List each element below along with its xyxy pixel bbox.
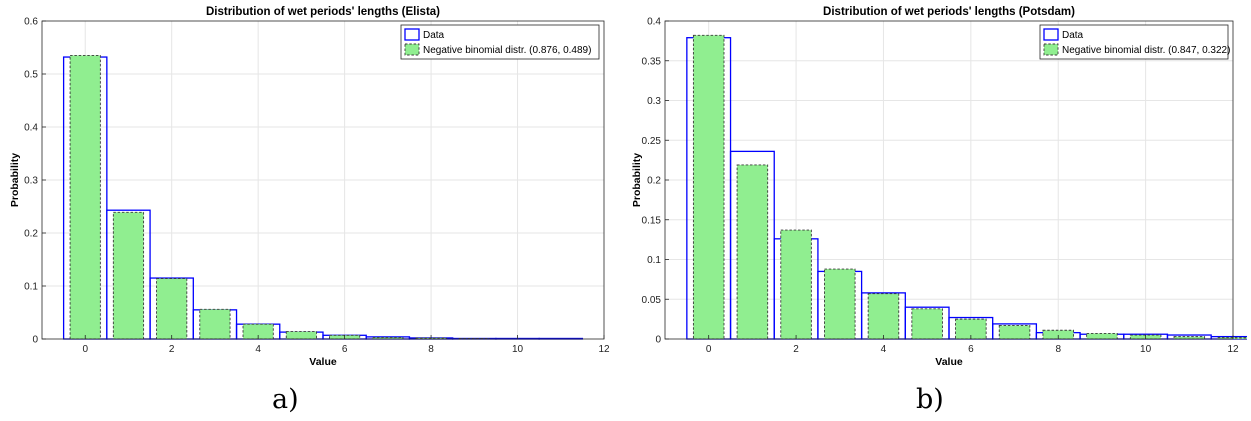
legend-swatch-fit	[404, 43, 420, 56]
legend-label-fit: Negative binomial distr. (0.876, 0.489)	[423, 45, 591, 56]
fit-bar	[692, 34, 725, 340]
y-tick-label: 0	[655, 335, 661, 346]
y-axis-label: Probability	[9, 153, 21, 207]
y-tick-label: 0.1	[647, 255, 661, 266]
legend-label-data: Data	[423, 30, 445, 41]
y-tick-label: 0	[32, 335, 38, 346]
fit-bar	[1086, 332, 1118, 340]
x-axis-label: Value	[935, 356, 963, 368]
y-tick-label: 0.3	[24, 176, 38, 187]
y-tick-label: 0.05	[642, 295, 662, 306]
fit-bar	[867, 293, 900, 340]
x-tick-label: 4	[881, 344, 887, 355]
y-tick-label: 0.25	[642, 136, 662, 147]
x-tick-label: 4	[255, 344, 261, 355]
fit-bar	[736, 164, 769, 340]
chart-potsdam: 0 0.05 0.1 0.15 0.2 0.25 0.3 0.35 0.4 0 2 4 6 8 10 12 Di…	[631, 6, 1247, 368]
fit-bar	[824, 268, 856, 340]
x-tick-label: 2	[793, 344, 799, 355]
caption-a: a)	[272, 384, 299, 415]
y-tick-label: 0.3	[647, 96, 661, 107]
fit-bar	[1042, 329, 1074, 340]
chart-panel-potsdam: 0 0.05 0.1 0.15 0.2 0.25 0.3 0.35 0.4 0 2 4 6 8 10 12 Di…	[622, 0, 1247, 384]
y-tick-label: 0.15	[642, 215, 662, 226]
fit-bar	[156, 278, 188, 340]
x-tick-label: 12	[1227, 344, 1239, 355]
x-axis-label: Value	[309, 356, 337, 368]
fit-bar	[998, 325, 1031, 340]
y-tick-label: 0.35	[642, 56, 662, 67]
x-tick-label: 0	[706, 344, 712, 355]
x-tick-label: 10	[512, 344, 524, 355]
x-tick-label: 0	[82, 344, 88, 355]
x-tick-label: 10	[1140, 344, 1152, 355]
x-tick-label: 2	[169, 344, 175, 355]
legend-label-data: Data	[1062, 30, 1084, 41]
y-tick-label: 0.1	[24, 282, 38, 293]
y-tick-label: 0.4	[647, 17, 661, 28]
chart-panel-elista: 0 0.1 0.2 0.3 0.4 0.5 0.6 0 2 4 6 8 10 12 Distribution…	[0, 0, 620, 384]
y-tick-label: 0.2	[24, 229, 38, 240]
fit-bar	[372, 336, 404, 340]
y-tick-label: 0.2	[647, 176, 661, 187]
x-tick-label: 8	[428, 344, 434, 355]
legend-swatch-data	[1043, 28, 1059, 41]
legend-label-fit: Negative binomial distr. (0.847, 0.322)	[1062, 45, 1230, 56]
chart-title: Distribution of wet periods' lengths (Po…	[823, 6, 1075, 18]
x-tick-label: 8	[1055, 344, 1061, 355]
legend-swatch-data	[404, 28, 420, 41]
chart-elista: 0 0.1 0.2 0.3 0.4 0.5 0.6 0 2 4 6 8 10 12 Distribution…	[9, 6, 610, 368]
y-tick-label: 0.4	[24, 123, 38, 134]
fit-bar	[199, 308, 231, 340]
legend-box	[1039, 24, 1229, 60]
fit-bar	[911, 308, 943, 340]
x-tick-label: 6	[968, 344, 974, 355]
x-tick-label: 12	[598, 344, 610, 355]
y-tick-label: 0.5	[24, 70, 38, 81]
caption-b: b)	[916, 384, 944, 415]
fit-bar	[69, 55, 101, 340]
legend-box	[400, 24, 600, 60]
fit-bar	[285, 331, 317, 340]
x-tick-label: 6	[342, 344, 348, 355]
y-axis-label: Probability	[631, 153, 643, 207]
y-tick-label: 0.6	[24, 17, 38, 28]
legend-swatch-fit	[1043, 43, 1059, 56]
fit-bar	[112, 211, 145, 340]
chart-title: Distribution of wet periods' lengths (El…	[206, 6, 440, 18]
fit-bar	[780, 229, 812, 340]
